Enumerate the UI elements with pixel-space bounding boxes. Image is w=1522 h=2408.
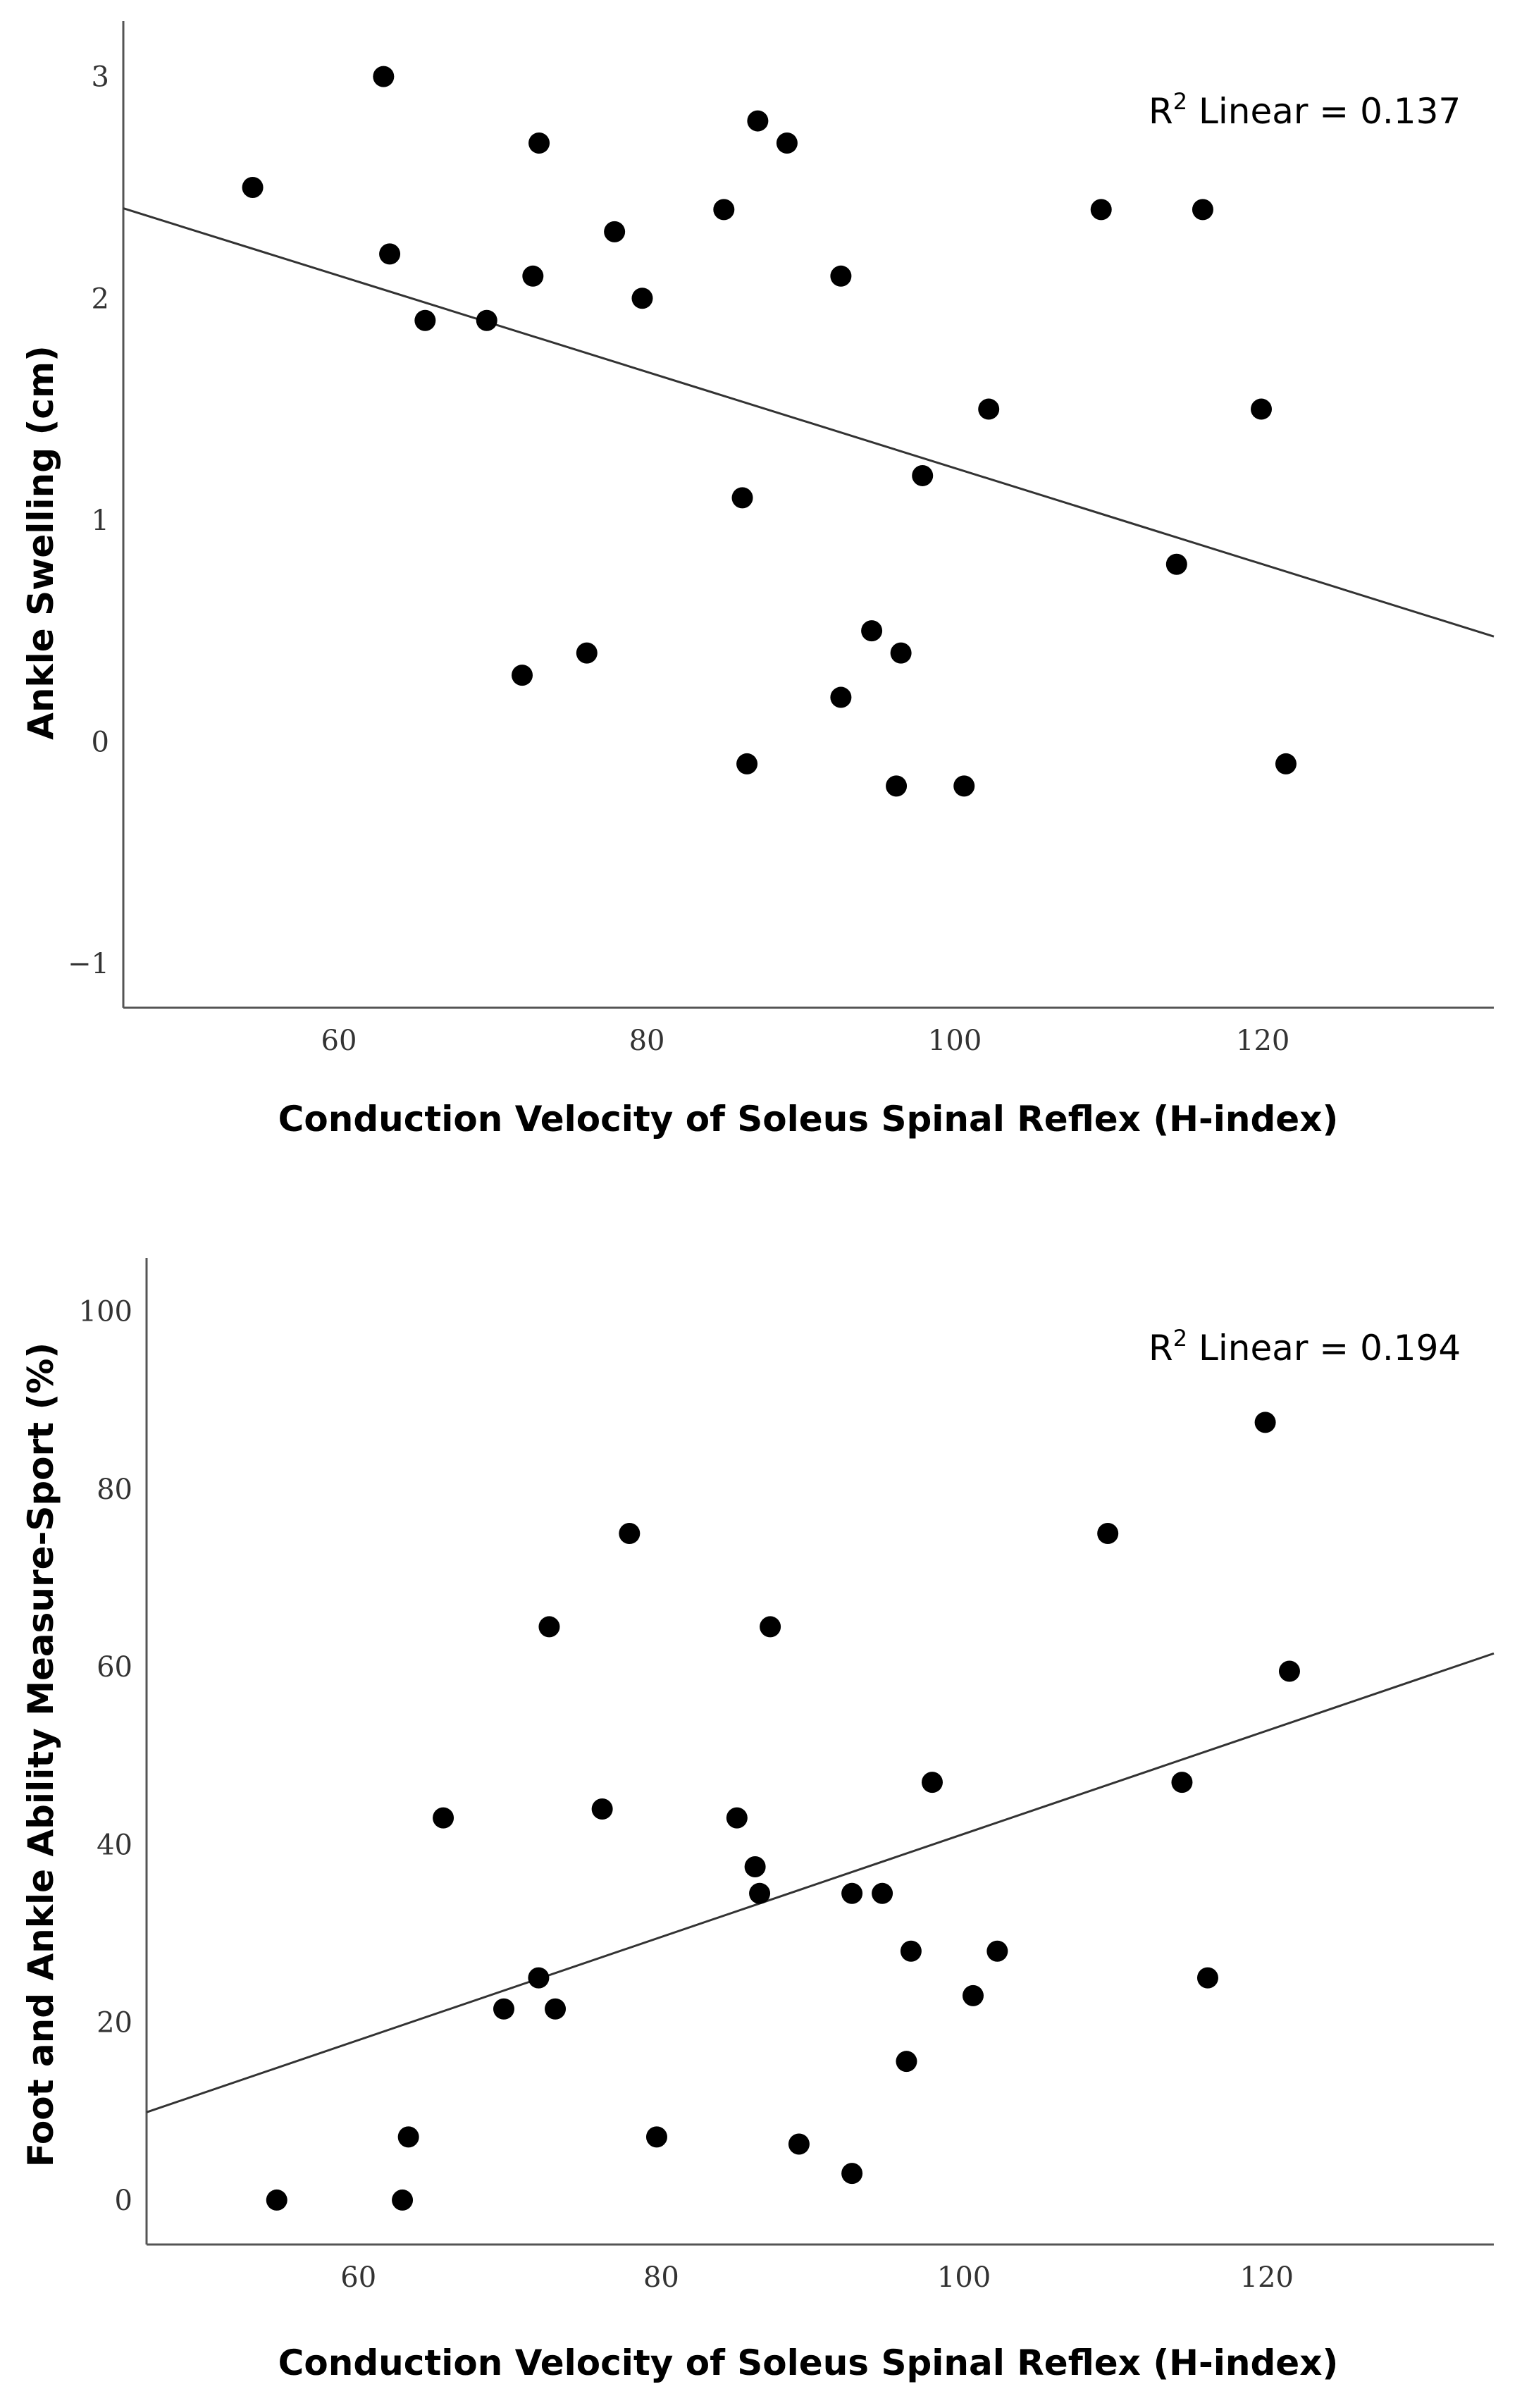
data-point xyxy=(726,1807,748,1829)
data-point xyxy=(900,1940,922,1962)
data-point xyxy=(373,66,395,87)
data-point xyxy=(830,686,852,708)
data-point xyxy=(591,1798,613,1820)
x-tick-label: 100 xyxy=(937,2261,991,2294)
data-point xyxy=(604,221,626,242)
data-point xyxy=(538,1616,560,1638)
data-point xyxy=(576,642,598,664)
y-tick-label: 100 xyxy=(79,1296,132,1328)
data-point xyxy=(545,1998,567,2020)
data-point xyxy=(713,199,735,221)
x-tick-label: 80 xyxy=(629,1025,665,1057)
ankle-swelling-scatter-chart: −1 0 1 2 3 60 80 100 120 R2 Linear = 0.137 Ankl… xyxy=(20,21,1495,1140)
x-tick-label: 60 xyxy=(340,2261,376,2294)
data-point xyxy=(631,288,653,309)
linear-fit-line xyxy=(146,1652,1495,2113)
y-tick-label: 0 xyxy=(115,2185,132,2217)
x-tick-labels: 60 80 100 120 xyxy=(340,2261,1294,2294)
data-point xyxy=(1254,1412,1276,1433)
data-point xyxy=(512,665,533,686)
y-tick-label: 80 xyxy=(97,1474,132,1506)
data-point xyxy=(1171,1772,1193,1793)
data-point xyxy=(986,1940,1008,1962)
faam-sport-scatter-chart: 0 20 40 60 80 100 60 80 100 120 R2 Linear = 0.19… xyxy=(20,1258,1495,2383)
data-point xyxy=(953,775,975,797)
linear-fit-line xyxy=(123,207,1495,638)
data-point xyxy=(841,1882,863,1904)
y-tick-label: 3 xyxy=(92,61,109,94)
data-point xyxy=(433,1807,454,1829)
data-point xyxy=(886,775,908,797)
data-point xyxy=(841,2163,863,2185)
y-tick-label: 0 xyxy=(92,726,109,758)
data-point xyxy=(645,2126,667,2148)
x-tick-label: 120 xyxy=(1236,1025,1289,1057)
data-point xyxy=(528,132,550,154)
x-tick-label: 120 xyxy=(1240,2261,1294,2294)
data-point xyxy=(747,110,769,132)
data-point xyxy=(896,2051,917,2073)
data-point xyxy=(1165,553,1187,575)
data-point xyxy=(1278,1660,1300,1682)
y-tick-label: 1 xyxy=(92,505,109,537)
data-point xyxy=(1090,199,1112,221)
data-point xyxy=(776,132,798,154)
y-tick-label: 2 xyxy=(92,283,109,315)
data-point xyxy=(872,1882,893,1904)
data-point xyxy=(830,265,852,287)
data-point xyxy=(788,2133,810,2155)
data-points xyxy=(266,1412,1300,2211)
data-point xyxy=(1097,1522,1119,1544)
data-point xyxy=(962,1984,984,2006)
data-point xyxy=(736,753,758,774)
y-tick-labels: −1 0 1 2 3 xyxy=(68,61,109,980)
data-point xyxy=(749,1882,771,1904)
data-point xyxy=(1251,398,1273,420)
data-point xyxy=(414,309,436,331)
data-point xyxy=(476,309,497,331)
data-point xyxy=(392,2189,414,2211)
y-axis-title: Ankle Swelling (cm) xyxy=(20,345,61,740)
data-point xyxy=(522,265,544,287)
data-point xyxy=(744,1856,766,1877)
x-axis-title: Conduction Velocity of Soleus Spinal Ref… xyxy=(278,2342,1339,2383)
data-point xyxy=(1192,199,1213,221)
y-tick-label: 20 xyxy=(97,2007,132,2039)
data-point xyxy=(266,2189,287,2211)
data-point xyxy=(619,1522,641,1544)
data-point xyxy=(1196,1967,1218,1989)
data-point xyxy=(1275,753,1297,774)
data-point xyxy=(528,1967,550,1989)
y-tick-label: 40 xyxy=(97,1829,132,1861)
x-tick-label: 60 xyxy=(321,1025,357,1057)
r2-annotation: R2 Linear = 0.194 xyxy=(1149,1325,1461,1369)
data-point xyxy=(242,176,264,198)
x-tick-label: 80 xyxy=(643,2261,679,2294)
y-tick-labels: 0 20 40 60 80 100 xyxy=(79,1296,132,2217)
data-point xyxy=(861,620,883,642)
data-points xyxy=(242,66,1297,797)
data-point xyxy=(921,1772,943,1793)
data-point xyxy=(397,2126,419,2148)
data-point xyxy=(890,642,912,664)
x-tick-labels: 60 80 100 120 xyxy=(321,1025,1290,1057)
x-axis-title: Conduction Velocity of Soleus Spinal Ref… xyxy=(278,1099,1339,1140)
data-point xyxy=(912,464,934,486)
y-axis-title: Foot and Ankle Ability Measure-Sport (%) xyxy=(20,1342,61,2167)
data-point xyxy=(493,1998,515,2020)
x-tick-label: 100 xyxy=(928,1025,982,1057)
data-point xyxy=(731,487,753,509)
data-point xyxy=(760,1616,781,1638)
r2-annotation: R2 Linear = 0.137 xyxy=(1149,88,1461,132)
y-tick-label: 60 xyxy=(97,1651,132,1684)
data-point xyxy=(978,398,1000,420)
data-point xyxy=(379,243,401,265)
y-tick-label: −1 xyxy=(68,948,109,980)
